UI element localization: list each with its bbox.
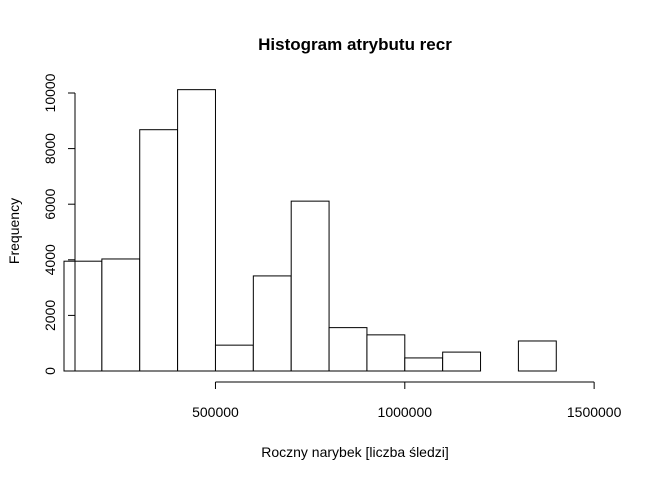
bars-group — [63, 89, 557, 372]
y-tick-label: 4000 — [42, 244, 58, 275]
histogram-bar — [252, 275, 292, 372]
histogram-bar — [290, 200, 330, 372]
y-axis-label: Frequency — [6, 198, 22, 264]
histogram-bar — [442, 351, 482, 372]
x-tick-label: 1500000 — [567, 404, 622, 420]
y-tick-label: 6000 — [42, 188, 58, 219]
x-tick-label: 500000 — [192, 404, 239, 420]
histogram-bar — [63, 260, 103, 372]
y-tick-label: 10000 — [42, 73, 58, 112]
y-tick-label: 0 — [42, 367, 58, 375]
histogram-bar — [517, 340, 557, 372]
x-tick-label: 1000000 — [378, 404, 433, 420]
histogram-bar — [177, 89, 216, 372]
y-tick-label: 2000 — [42, 300, 58, 331]
y-axis: 0 2000 4000 6000 8000 10000 — [42, 73, 76, 375]
histogram-bar — [328, 327, 368, 372]
histogram-bar — [214, 344, 254, 372]
histogram-bar — [366, 334, 406, 372]
x-axis: 500000 1000000 1500000 — [192, 381, 622, 420]
x-axis-label: Roczny narybek [liczba śledzi] — [261, 444, 449, 460]
y-tick-label: 8000 — [42, 133, 58, 164]
chart-title: Histogram atrybutu recr — [258, 35, 452, 54]
histogram-bar — [139, 129, 179, 372]
histogram-bar — [404, 357, 444, 372]
histogram-bar — [101, 258, 141, 372]
